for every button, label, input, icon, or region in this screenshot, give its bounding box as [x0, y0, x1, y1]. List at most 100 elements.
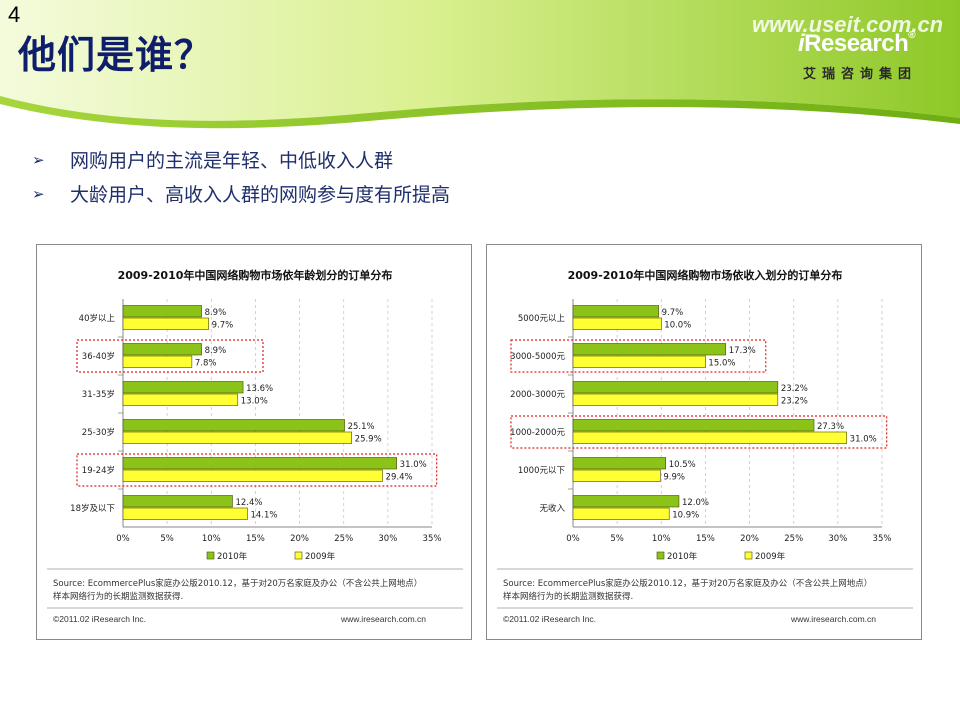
- chart-title: 2009-2010年中国网络购物市场依收入划分的订单分布: [568, 268, 843, 282]
- data-label: 9.7%: [212, 321, 234, 331]
- data-label: 29.4%: [386, 473, 413, 483]
- data-label: 8.9%: [205, 308, 227, 318]
- page-number: 4: [8, 2, 21, 27]
- x-tick-label: 15%: [696, 534, 715, 544]
- data-label: 10.5%: [669, 460, 696, 470]
- y-tick-label: 31-35岁: [82, 389, 115, 400]
- data-label: 12.0%: [682, 498, 709, 508]
- bar: [572, 355, 706, 368]
- bar: [572, 507, 670, 520]
- data-label: 31.0%: [850, 435, 877, 445]
- bar: [122, 305, 202, 318]
- bar: [572, 457, 666, 470]
- copyright: ©2011.02 iResearch Inc.: [53, 614, 147, 624]
- data-label: 7.8%: [195, 359, 217, 369]
- data-label: 27.3%: [817, 422, 844, 432]
- y-tick-label: 19-24岁: [82, 465, 115, 476]
- x-tick-label: 35%: [423, 534, 442, 544]
- source-line-1: Source: EcommercePlus家庭办公版2010.12，基于对20万…: [503, 579, 873, 589]
- chart-title: 2009-2010年中国网络购物市场依年龄划分的订单分布: [118, 268, 393, 282]
- bar: [572, 495, 680, 508]
- x-tick-label: 5%: [610, 534, 624, 544]
- x-tick-label: 15%: [246, 534, 265, 544]
- x-tick-label: 25%: [784, 534, 803, 544]
- bar: [122, 317, 209, 330]
- bar: [122, 469, 383, 482]
- site-url: www.iresearch.com.cn: [341, 614, 427, 624]
- y-tick-label: 1000元以下: [518, 466, 566, 476]
- legend-label: 2010年: [667, 551, 698, 562]
- bar: [122, 457, 397, 470]
- iresearch-logo: iResearch®: [798, 30, 916, 58]
- watermark-text: www.useit.com.cn: [752, 12, 944, 37]
- x-tick-label: 0%: [116, 534, 130, 544]
- source-line-1: Source: EcommercePlus家庭办公版2010.12，基于对20万…: [53, 579, 423, 589]
- site-url: www.iresearch.com.cn: [791, 614, 877, 624]
- legend-swatch: [294, 551, 303, 560]
- data-label: 23.2%: [781, 397, 808, 407]
- bar: [122, 507, 248, 520]
- bar: [572, 317, 662, 330]
- x-tick-label: 20%: [290, 534, 309, 544]
- data-label: 25.9%: [355, 435, 382, 445]
- bar: [122, 355, 193, 368]
- legend-swatch: [744, 551, 753, 560]
- bar: [122, 343, 202, 356]
- chart-income: 2009-2010年中国网络购物市场依收入划分的订单分布 0% 5% 10% 15% 20…: [497, 268, 913, 609]
- highlight-box: [510, 339, 767, 373]
- y-tick-label: 40岁以上: [79, 313, 116, 324]
- bullet-text: 大龄用户、高收入人群的网购参与度有所提高: [70, 184, 451, 206]
- x-tick-label: 30%: [378, 534, 397, 544]
- source-line-2: 样本网络行为的长期监测数据获得.: [503, 592, 634, 602]
- header-banner: [0, 0, 960, 129]
- y-tick-label: 1000-2000元: [510, 428, 565, 438]
- arrow-bullet-icon: ➢: [32, 150, 45, 169]
- bar: [122, 393, 239, 406]
- data-label: 14.1%: [250, 511, 277, 521]
- y-tick-label: 36-40岁: [82, 351, 115, 362]
- plot-area: [573, 299, 882, 527]
- y-tick-label: 5000元以上: [518, 314, 566, 324]
- bar: [122, 495, 233, 508]
- x-tick-label: 30%: [828, 534, 847, 544]
- bar: [122, 381, 244, 394]
- y-tick-label: 无收入: [539, 503, 565, 514]
- data-label: 9.7%: [662, 308, 684, 318]
- x-tick-label: 20%: [740, 534, 759, 544]
- legend-label: 2009年: [305, 551, 336, 562]
- legend-label: 2010年: [217, 551, 248, 562]
- legend-label: 2009年: [755, 551, 786, 562]
- bar: [572, 419, 815, 432]
- arrow-bullet-icon: ➢: [32, 184, 45, 203]
- legend-swatch: [656, 551, 665, 560]
- bullet-item: ➢ 大龄用户、高收入人群的网购参与度有所提高: [32, 180, 450, 207]
- logo-chinese-name: 艾瑞咨询集团: [803, 67, 918, 82]
- data-label: 10.0%: [664, 321, 691, 331]
- data-label: 8.9%: [205, 346, 227, 356]
- x-tick-label: 0%: [566, 534, 580, 544]
- bar: [572, 305, 659, 318]
- y-tick-label: 2000-3000元: [510, 390, 565, 400]
- chart-panel-income: 2009-2010年中国网络购物市场依收入划分的订单分布 0% 5% 10% 15% 20…: [486, 244, 922, 640]
- bullet-item: ➢ 网购用户的主流是年轻、中低收入人群: [32, 146, 393, 173]
- data-label: 10.9%: [672, 511, 699, 521]
- y-tick-label: 25-30岁: [82, 427, 115, 438]
- plot-area: [123, 299, 432, 527]
- copyright: ©2011.02 iResearch Inc.: [503, 614, 597, 624]
- data-label: 23.2%: [781, 384, 808, 394]
- bar: [572, 393, 779, 406]
- logo-i: i: [798, 30, 805, 57]
- page-title: 他们是谁？: [18, 33, 214, 77]
- bar: [572, 343, 727, 356]
- bar: [572, 469, 661, 482]
- chart-age: 2009-2010年中国网络购物市场依年龄划分的订单分布 0% 5% 10% 15% 20…: [47, 268, 463, 609]
- y-tick-label: 18岁及以下: [70, 503, 115, 514]
- data-label: 15.0%: [708, 359, 735, 369]
- data-label: 17.3%: [729, 346, 756, 356]
- x-tick-label: 10%: [202, 534, 221, 544]
- legend-swatch: [206, 551, 215, 560]
- logo-rest: Research: [804, 30, 909, 57]
- source-line-2: 样本网络行为的长期监测数据获得.: [53, 592, 184, 602]
- bullet-text: 网购用户的主流是年轻、中低收入人群: [70, 150, 394, 172]
- y-tick-label: 3000-5000元: [510, 352, 565, 362]
